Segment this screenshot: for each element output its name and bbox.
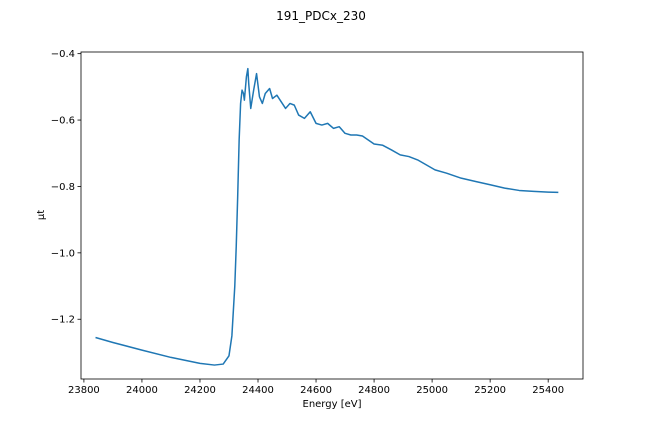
y-tick-label: −0.4 xyxy=(51,49,75,60)
x-tick-label: 25200 xyxy=(474,385,506,396)
y-tick-label: −1.0 xyxy=(51,248,75,259)
x-tick-label: 24200 xyxy=(184,385,216,396)
x-tick-label: 25400 xyxy=(532,385,564,396)
chart-title: 191_PDCx_230 xyxy=(276,9,366,23)
series-line-1 xyxy=(95,67,559,366)
x-tick-label: 25000 xyxy=(416,385,448,396)
plot-frame xyxy=(80,51,584,380)
x-tick-label: 24000 xyxy=(126,385,158,396)
y-tick-label: −0.6 xyxy=(51,116,75,127)
y-tick-label: −0.8 xyxy=(51,182,75,193)
x-axis: 23800 24000 24200 24400 24600 24800 25000 25200… xyxy=(68,379,564,396)
x-tick-label: 24800 xyxy=(358,385,390,396)
x-axis-label: Energy [eV] xyxy=(303,399,362,410)
x-tick-label: 24400 xyxy=(242,385,274,396)
y-axis-label: μt xyxy=(36,210,47,220)
x-tick-label: 24600 xyxy=(300,385,332,396)
y-tick-label: −1.2 xyxy=(51,315,75,326)
y-axis: −1.2 −1.0 −0.8 −0.6 −0.4 xyxy=(51,49,81,326)
x-tick-label: 23800 xyxy=(68,385,100,396)
plot-area xyxy=(80,51,584,380)
